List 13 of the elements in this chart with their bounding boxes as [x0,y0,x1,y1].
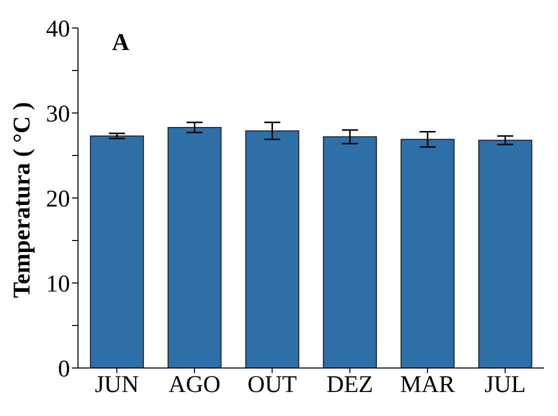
y-tick-label: 0 [58,356,70,383]
x-tick-label: OUT [248,372,298,398]
y-axis-title: Temperatura ( °C ) [10,102,36,298]
y-tick-label: 30 [46,102,70,128]
x-tick-label: DEZ [326,372,374,398]
x-tick-label: JUN [94,372,139,398]
annotation: A [112,30,130,57]
y-tick-label: 20 [46,186,70,213]
x-tick-label: AGO [168,372,220,398]
y-tick-label: 10 [46,272,70,298]
x-tick-label: JUL [484,372,526,398]
x-tick-label: MAR [400,372,455,398]
y-tick-label: 40 [46,16,70,43]
